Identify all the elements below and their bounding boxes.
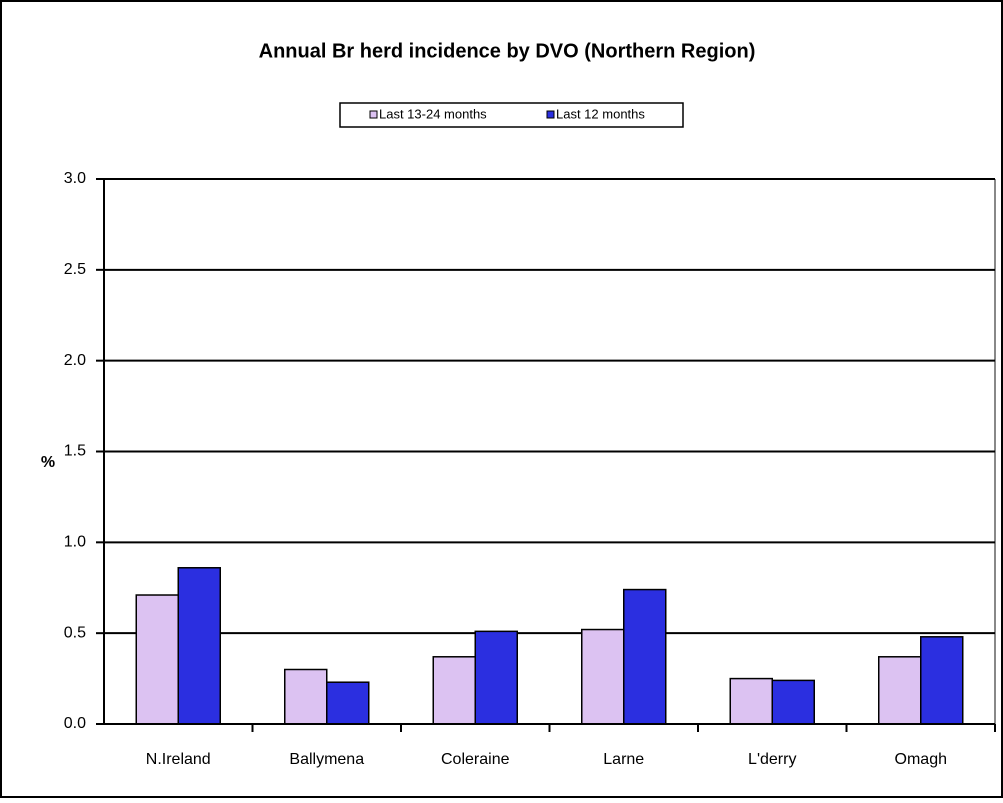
x-tick-label: L'derry: [748, 751, 796, 768]
bar: [623, 588, 667, 725]
legend-swatch: [369, 110, 378, 119]
y-tick-label: 2.0: [64, 352, 86, 369]
x-tick-label: Ballymena: [289, 751, 364, 768]
bar: [284, 668, 328, 725]
y-tick-label: 1.5: [64, 443, 86, 460]
legend-label: Last 12 months: [556, 106, 645, 121]
y-axis-label: %: [41, 454, 55, 471]
bar: [771, 679, 815, 725]
chart-title: Annual Br herd incidence by DVO (Norther…: [259, 40, 756, 62]
legend-label: Last 13-24 months: [379, 106, 487, 121]
bar: [581, 628, 625, 725]
bar: [878, 656, 922, 725]
bar: [432, 656, 476, 725]
bar: [920, 636, 964, 725]
y-tick-label: 0.0: [64, 715, 86, 732]
x-tick-label: Coleraine: [441, 751, 510, 768]
legend-swatch: [546, 110, 555, 119]
bar: [135, 594, 179, 725]
bar: [326, 681, 370, 725]
x-tick-label: Omagh: [895, 751, 947, 768]
x-tick-label: N.Ireland: [146, 751, 211, 768]
y-tick-label: 1.0: [64, 534, 86, 551]
y-tick-label: 3.0: [64, 170, 86, 187]
legend-box: [339, 102, 684, 128]
bar: [474, 630, 518, 725]
y-tick-label: 0.5: [64, 624, 86, 641]
bar: [177, 567, 221, 725]
bar: [729, 677, 773, 725]
x-tick-label: Larne: [603, 751, 644, 768]
y-tick-label: 2.5: [64, 261, 86, 278]
